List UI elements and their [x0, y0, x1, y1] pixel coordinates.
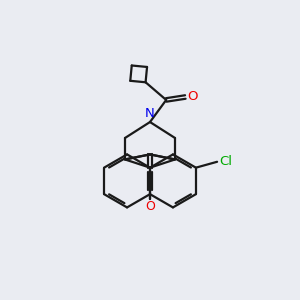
Text: O: O: [188, 91, 198, 103]
Text: Cl: Cl: [219, 155, 232, 168]
Text: N: N: [145, 107, 155, 120]
Text: O: O: [145, 200, 155, 213]
